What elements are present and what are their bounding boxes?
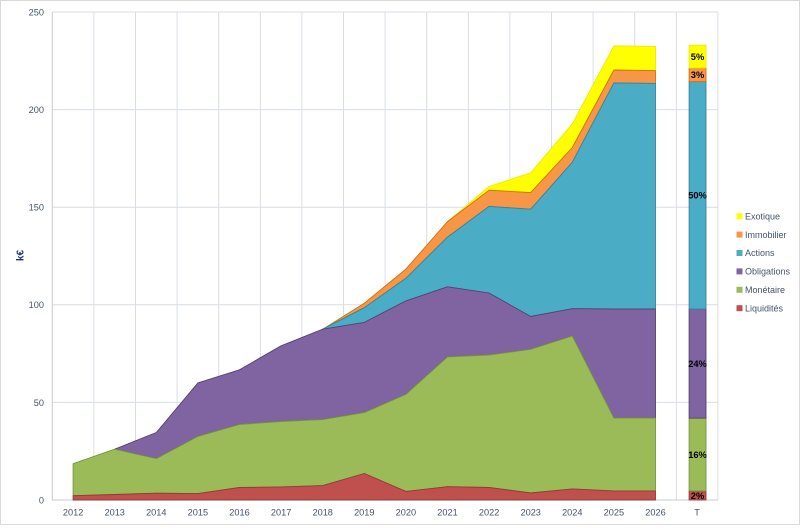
svg-text:50: 50 [34,398,44,408]
svg-text:2%: 2% [691,491,705,501]
svg-text:2017: 2017 [271,508,291,518]
svg-text:16%: 16% [688,450,707,460]
svg-text:2025: 2025 [604,508,624,518]
svg-text:2016: 2016 [229,508,249,518]
svg-text:200: 200 [29,105,44,115]
svg-text:k€: k€ [16,250,27,262]
svg-text:T: T [694,508,700,518]
svg-text:Exotique: Exotique [745,211,780,221]
svg-text:Actions: Actions [745,248,775,258]
svg-text:5%: 5% [691,52,705,62]
svg-text:2019: 2019 [354,508,374,518]
svg-text:2018: 2018 [312,508,332,518]
svg-text:2020: 2020 [396,508,416,518]
svg-text:2026: 2026 [645,508,665,518]
svg-text:250: 250 [29,7,44,17]
svg-text:2021: 2021 [437,508,457,518]
svg-text:3%: 3% [691,70,705,80]
svg-text:2024: 2024 [562,508,582,518]
svg-text:Obligations: Obligations [745,267,791,277]
svg-text:Immobilier: Immobilier [745,230,787,240]
svg-text:Monétaire: Monétaire [745,285,785,295]
svg-text:2012: 2012 [63,508,83,518]
svg-text:100: 100 [29,300,44,310]
svg-text:2022: 2022 [479,508,499,518]
svg-text:2014: 2014 [146,508,166,518]
svg-text:2023: 2023 [520,508,540,518]
svg-text:50%: 50% [688,191,707,201]
svg-text:2015: 2015 [188,508,208,518]
svg-text:Liquidités: Liquidités [745,303,784,313]
svg-text:0: 0 [39,495,44,505]
svg-text:150: 150 [29,203,44,213]
svg-text:2013: 2013 [104,508,124,518]
svg-text:24%: 24% [688,359,707,369]
